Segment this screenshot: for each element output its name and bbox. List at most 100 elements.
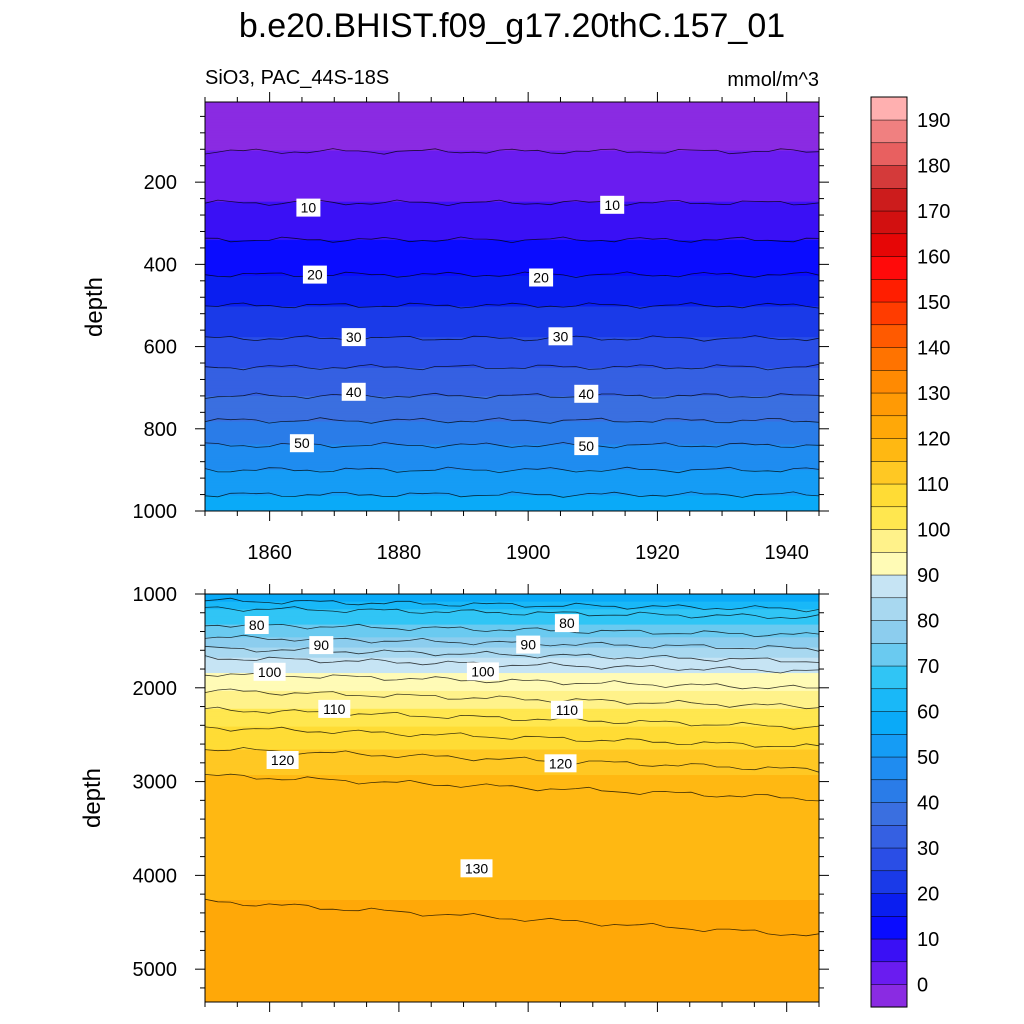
upper-band (205, 303, 819, 308)
lower-contour-label: 100 (253, 662, 286, 681)
lower-contour-line (205, 898, 819, 937)
upper-band (205, 102, 819, 106)
upper-band (205, 326, 819, 331)
lower-contour-label-box (253, 662, 286, 681)
upper-band (205, 362, 819, 366)
lower-band (205, 917, 819, 921)
lower-band (205, 604, 819, 608)
lower-band (205, 647, 819, 651)
colorbar-swatch (870, 893, 908, 917)
lower-band (205, 981, 819, 985)
upper-band (205, 477, 819, 481)
upper-contour-label: 40 (574, 384, 599, 403)
colorbar-swatch (870, 756, 908, 781)
upper-contour-label-text: 10 (301, 200, 317, 216)
lower-band (205, 667, 819, 672)
upper-band (205, 296, 819, 300)
lower-contour-label-box (544, 754, 577, 773)
lower-band (205, 866, 819, 870)
upper-band (205, 112, 819, 116)
lower-band (205, 772, 819, 776)
lower-contour-label-text: 80 (249, 617, 265, 633)
upper-band (205, 487, 819, 492)
upper-contour-lines (205, 148, 819, 498)
chart-title: b.e20.BHIST.f09_g17.20thC.157_01 (239, 7, 785, 45)
upper-band (205, 219, 819, 223)
lower-band (205, 747, 819, 751)
lower-band (205, 701, 819, 705)
upper-band (205, 505, 819, 510)
upper-band (205, 130, 819, 134)
upper-band (205, 503, 819, 507)
colorbar-frame (870, 96, 908, 1008)
lower-contour-line (205, 672, 819, 690)
lower-band (205, 619, 819, 623)
upper-contour-line (205, 302, 819, 309)
upper-band (205, 283, 819, 287)
lower-band (205, 843, 819, 848)
colorbar-label: 30 (917, 838, 939, 860)
upper-band (205, 206, 819, 210)
upper-band (205, 209, 819, 213)
lower-band (205, 851, 819, 855)
upper-contour-line (205, 148, 819, 155)
upper-band (205, 365, 819, 369)
upper-band (205, 217, 819, 221)
lower-band (205, 971, 819, 975)
lower-contour-label-box (516, 635, 541, 654)
upper-band (205, 232, 819, 236)
lower-y-tick-label: 1000 (133, 584, 178, 606)
lower-band (205, 634, 819, 638)
upper-band (205, 452, 819, 456)
upper-band (205, 306, 819, 310)
lower-band (205, 606, 819, 610)
upper-axes: 200 400 600 800 1000 1860 1880 1900 1920 1940 (133, 92, 829, 564)
upper-band (205, 145, 819, 149)
upper-band (205, 360, 819, 364)
lower-contour-line (205, 655, 819, 674)
lower-band (205, 922, 819, 927)
upper-contour-label: 10 (296, 198, 321, 217)
lower-band (205, 836, 819, 840)
lower-contour-label-box (460, 859, 493, 878)
lower-contour-label-text: 110 (556, 702, 579, 718)
lower-contour-label-box (554, 614, 579, 633)
upper-band (205, 495, 819, 499)
lower-band (205, 678, 819, 682)
lower-band (205, 933, 819, 937)
colorbar-swatch (870, 119, 908, 144)
lower-band (205, 859, 819, 863)
colorbar-label: 160 (917, 246, 950, 268)
upper-contour-label-text: 20 (533, 270, 549, 286)
lower-contour-line (205, 606, 819, 620)
colorbar-swatch (870, 142, 908, 166)
lower-band (205, 624, 819, 628)
colorbar-swatch (870, 551, 908, 576)
colorbar-swatch (870, 165, 908, 189)
colorbar-swatch (870, 733, 908, 758)
upper-band (205, 454, 819, 458)
upper-band (205, 439, 819, 443)
upper-band (205, 298, 819, 302)
lower-band (205, 706, 819, 710)
lower-band (205, 764, 819, 768)
lower-band (205, 594, 819, 598)
lower-contour-label: 90 (309, 636, 334, 655)
upper-contour-label-box (548, 327, 573, 346)
upper-contour-line (205, 335, 819, 342)
colorbar-swatch (870, 824, 908, 849)
lower-band (205, 690, 819, 695)
lower-band (205, 953, 819, 957)
upper-band (205, 234, 819, 239)
colorbar-swatch (870, 347, 908, 371)
colorbar-label: 70 (917, 656, 939, 678)
upper-band (205, 416, 819, 420)
colorbar-label: 100 (917, 519, 950, 541)
lower-band (205, 864, 819, 868)
lower-band (205, 815, 819, 819)
lower-y-tick-label: 4000 (133, 865, 178, 887)
upper-contour-label: 50 (574, 437, 599, 456)
lower-band (205, 826, 819, 830)
colorbar-swatch (870, 984, 908, 1008)
colorbar-label: 130 (917, 383, 950, 405)
